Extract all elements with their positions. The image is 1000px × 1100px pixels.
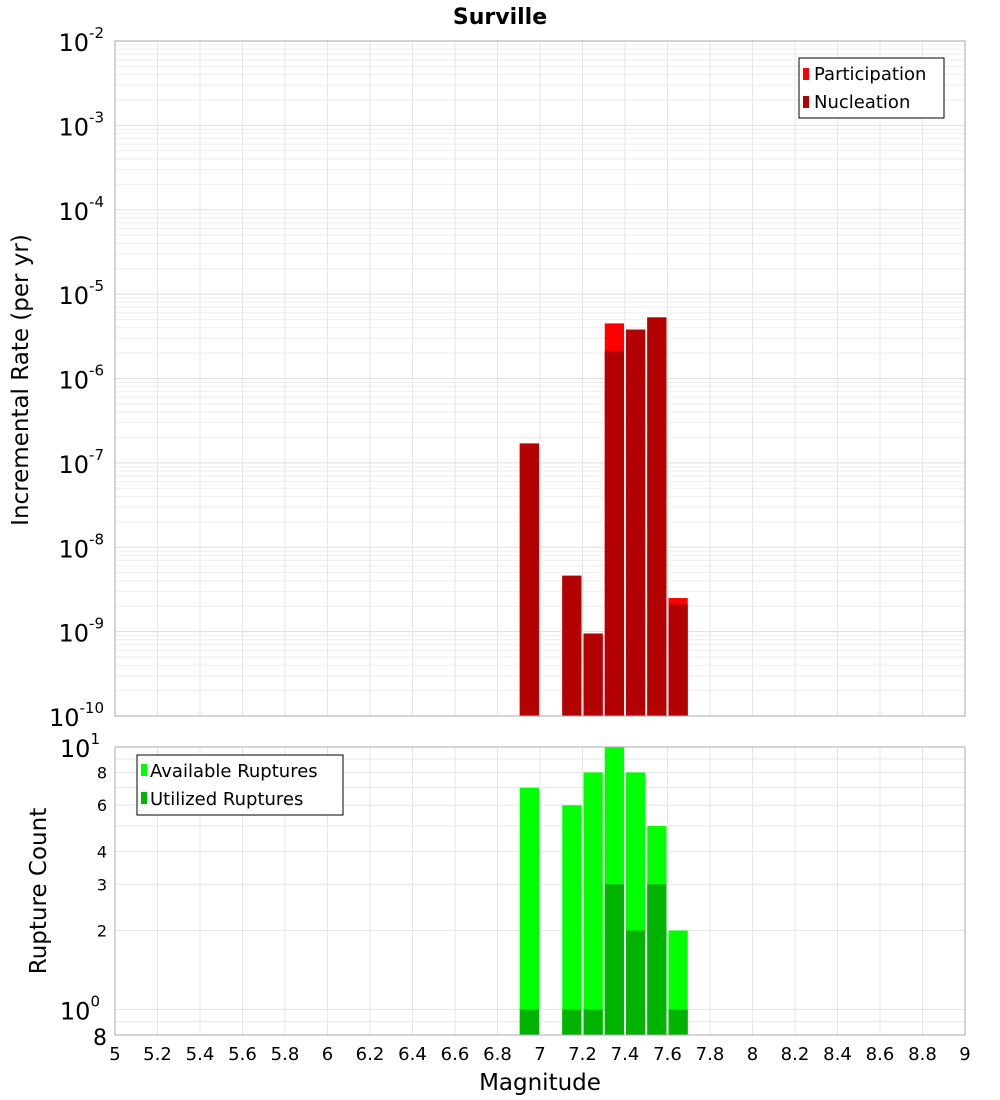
- x-tick-label: 7.8: [696, 1044, 725, 1065]
- bottom-bars: [519, 747, 688, 1035]
- bar-utilized-ruptures: [626, 930, 646, 1035]
- top-y-tick-label: 10-10: [49, 699, 104, 732]
- x-tick-label: 6.6: [441, 1044, 470, 1065]
- top-y-tick-label: 10-3: [58, 108, 104, 141]
- bar-utilized-ruptures: [562, 1009, 582, 1035]
- bar-nucleation: [562, 575, 582, 716]
- bottom-y-major-tick-label: 100: [60, 993, 100, 1026]
- bottom-y-minor-tick-label: 4: [97, 842, 107, 861]
- chart-title: Surville: [453, 5, 547, 30]
- top-y-tick-label: 10-6: [58, 362, 104, 395]
- bottom-y-minor-tick-label: 3: [97, 875, 107, 894]
- bottom-y-axis-label: Rupture Count: [26, 808, 52, 974]
- top-y-axis-label: Incremental Rate (per yr): [8, 234, 34, 526]
- top-y-tick-label: 10-4: [58, 193, 104, 226]
- legend-swatch-nucleation: [803, 96, 809, 108]
- legend-swatch-participation: [803, 68, 809, 80]
- x-tick-label: 7.6: [653, 1044, 682, 1065]
- x-tick-label: 9: [959, 1044, 970, 1065]
- legend-swatch-available-ruptures: [141, 764, 147, 776]
- bar-nucleation: [668, 604, 688, 716]
- x-tick-label: 6.8: [483, 1044, 512, 1065]
- top-y-ticks: 10-2 10-3 10-4 10-5 10-6 10-7 10-8 10-9 10-10: [49, 24, 104, 732]
- top-bars: [519, 317, 688, 716]
- x-tick-label: 8: [747, 1044, 758, 1065]
- x-tick-label: 8.8: [908, 1044, 937, 1065]
- x-tick-label: 8.2: [781, 1044, 810, 1065]
- bar-available-ruptures: [583, 772, 603, 1035]
- x-ticks: 5 5.2 5.4 5.6 5.8 6 6.2 6.4 6.6 6.8 7 7.2 7.4 7.6 7.8 8…: [109, 1044, 970, 1065]
- bar-nucleation: [604, 351, 624, 716]
- x-tick-label: 5.6: [228, 1044, 257, 1065]
- legend-label-participation: Participation: [814, 64, 926, 85]
- legend-label-nucleation: Nucleation: [814, 92, 910, 113]
- x-tick-label: 8.6: [866, 1044, 895, 1065]
- bottom-y-minor-tick-label: 2: [97, 922, 107, 941]
- top-legend-box: [798, 57, 945, 119]
- bar-available-ruptures: [668, 930, 688, 1035]
- legend-label-utilized-ruptures: Utilized Ruptures: [150, 789, 303, 810]
- top-y-tick-label: 10-9: [58, 615, 104, 648]
- bar-nucleation: [626, 329, 646, 716]
- top-plot-frame: [114, 40, 966, 717]
- bottom-legend: Available Ruptures Utilized Ruptures: [136, 754, 344, 816]
- top-y-tick-label: 10-8: [58, 530, 104, 563]
- bar-available-ruptures: [519, 787, 539, 1035]
- top-y-tick-label: 10-7: [58, 446, 104, 479]
- legend-label-available-ruptures: Available Ruptures: [150, 761, 318, 782]
- top-y-tick-label: 10-2: [58, 24, 104, 57]
- bottom-legend-box: [136, 754, 344, 816]
- bottom-plot-frame: [114, 746, 966, 1036]
- top-plot-area: 10-2 10-3 10-4 10-5 10-6 10-7 10-8 10-9 10-10: [49, 24, 966, 732]
- bar-nucleation: [583, 633, 603, 716]
- top-legend: Participation Nucleation: [798, 57, 945, 119]
- bar-nucleation: [519, 443, 539, 716]
- x-tick-label: 5.4: [186, 1044, 215, 1065]
- bar-nucleation: [647, 317, 667, 716]
- bottom-y-minor-tick-label: 8: [97, 763, 107, 782]
- x-tick-label: 6.4: [398, 1044, 427, 1065]
- x-tick-label: 7.4: [611, 1044, 640, 1065]
- x-axis-label: Magnitude: [479, 1070, 601, 1096]
- bar-utilized-ruptures: [647, 884, 667, 1035]
- bar-available-ruptures: [562, 805, 582, 1035]
- bar-utilized-ruptures: [668, 1009, 688, 1035]
- top-y-tick-label: 10-5: [58, 277, 104, 310]
- top-gridlines: [114, 41, 966, 717]
- x-tick-label: 5: [109, 1044, 120, 1065]
- x-tick-label: 7.2: [568, 1044, 597, 1065]
- bottom-y-major-tick-label: 101: [60, 730, 100, 763]
- x-tick-label: 7: [534, 1044, 545, 1065]
- x-tick-label: 5.8: [271, 1044, 300, 1065]
- bar-utilized-ruptures: [604, 884, 624, 1035]
- x-tick-label: 6.2: [356, 1044, 385, 1065]
- x-tick-label: 5.2: [143, 1044, 172, 1065]
- bar-utilized-ruptures: [583, 1009, 603, 1035]
- legend-swatch-utilized-ruptures: [141, 792, 147, 804]
- bottom-y-min-tick-label: 8: [93, 1026, 107, 1051]
- x-tick-label: 6: [322, 1044, 333, 1065]
- bar-utilized-ruptures: [519, 1009, 539, 1035]
- x-tick-label: 8.4: [823, 1044, 852, 1065]
- bottom-y-minor-tick-label: 6: [97, 796, 107, 815]
